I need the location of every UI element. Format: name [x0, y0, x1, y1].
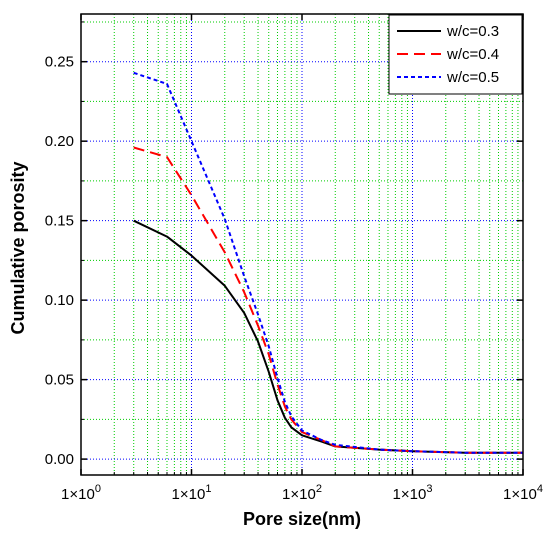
legend-box: [388, 14, 523, 95]
x-axis-title: Pore size(nm): [243, 509, 361, 529]
data-series: [133, 71, 523, 454]
tick-labels: 1×100 1×101 1×102 1×103 1×104 0.00 0.05 0.10 0.1…: [45, 54, 543, 503]
x-tick-label: 1×104: [503, 483, 543, 503]
y-tick-label: 0.25: [45, 54, 74, 71]
legend: w/c=0.3 w/c=0.4 w/c=0.5: [388, 14, 523, 95]
y-tick-label: 0.15: [45, 213, 74, 230]
legend-label-3: w/c=0.5: [446, 69, 499, 86]
x-tick-label: 1×103: [393, 483, 433, 503]
y-tick-label: 0.00: [45, 451, 74, 468]
x-tick-label: 1×102: [282, 483, 322, 503]
x-tick-label: 1×101: [172, 483, 212, 503]
y-tick-label: 0.10: [45, 292, 74, 309]
legend-label-1: w/c=0.3: [446, 23, 499, 40]
x-tick-label: 1×100: [61, 483, 101, 503]
y-tick-label: 0.05: [45, 372, 74, 389]
y-axis-title: Cumulative porosity: [8, 161, 28, 334]
legend-label-2: w/c=0.4: [446, 46, 499, 63]
series-line-3: [133, 71, 523, 454]
y-tick-label: 0.20: [45, 133, 74, 150]
axes: [80, 13, 524, 476]
